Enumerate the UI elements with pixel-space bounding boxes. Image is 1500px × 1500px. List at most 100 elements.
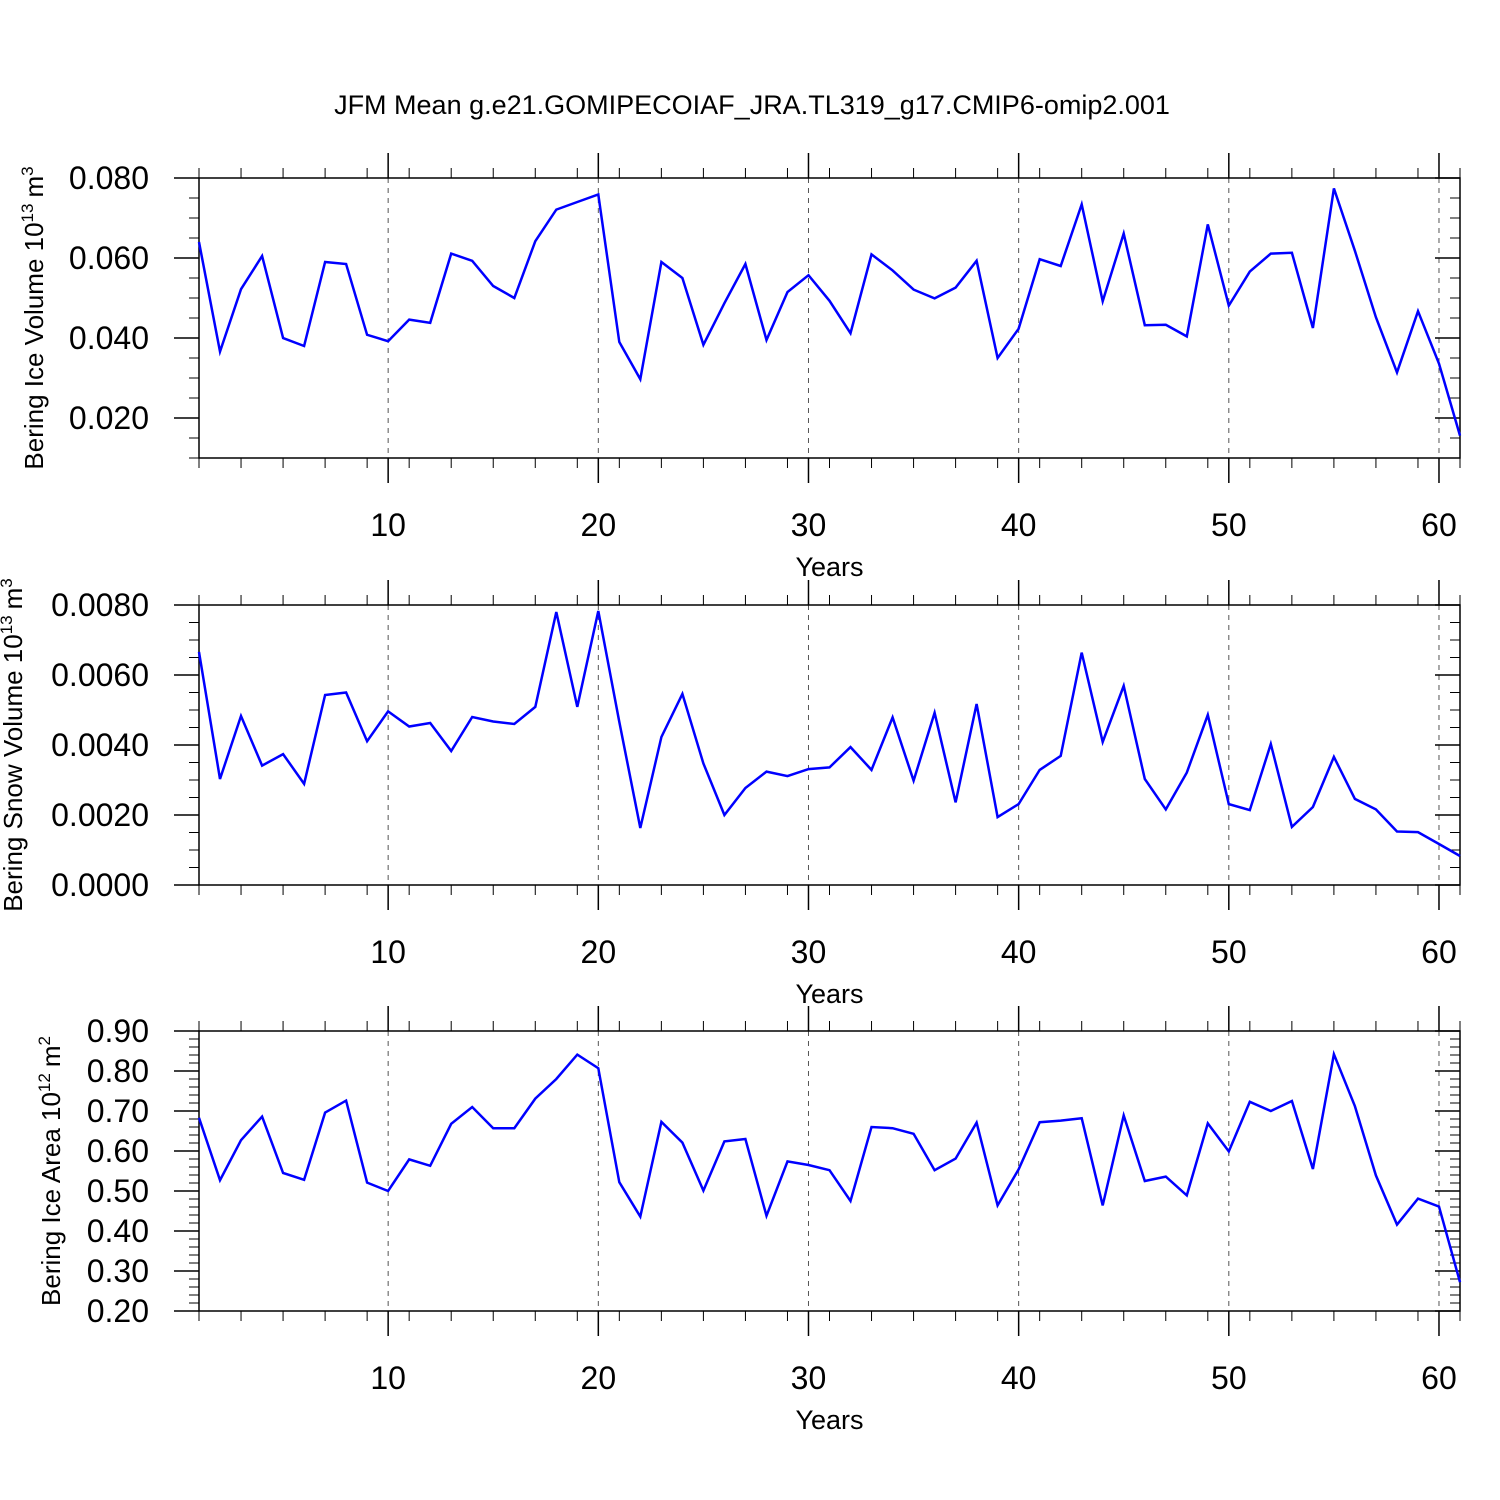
data-point	[639, 1216, 641, 1218]
data-point	[955, 287, 957, 289]
data-point	[1144, 324, 1146, 326]
data-point	[198, 651, 200, 653]
y-axis-label-text: Bering Ice Volume 10	[19, 222, 49, 469]
data-point	[1060, 265, 1062, 267]
data-point	[660, 261, 662, 263]
data-point	[282, 1172, 284, 1174]
data-point	[1039, 769, 1041, 771]
y-tick-label: 0.0000	[51, 867, 149, 903]
data-point	[723, 814, 725, 816]
x-tick-label: 30	[791, 934, 827, 970]
data-point	[408, 319, 410, 321]
data-point	[786, 775, 788, 777]
data-point	[1396, 1224, 1398, 1226]
data-point	[324, 1112, 326, 1114]
data-point	[1228, 305, 1230, 307]
data-point	[555, 1078, 557, 1080]
data-point	[303, 1179, 305, 1181]
data-point	[744, 263, 746, 265]
data-point	[261, 255, 263, 257]
data-point	[639, 827, 641, 829]
data-point	[765, 339, 767, 341]
data-point	[240, 715, 242, 717]
data-point	[1417, 831, 1419, 833]
x-tick-label: 40	[1001, 507, 1037, 543]
data-point	[807, 768, 809, 770]
data-point	[1270, 1110, 1272, 1112]
y-tick-label: 0.20	[87, 1293, 149, 1329]
series-line	[197, 1049, 1462, 1283]
panel-3: 10 20 30 40 50 60 0.20 0.30 0.40 0.50 0.60 0.70 0.80…	[35, 1006, 1462, 1435]
data-point	[1018, 803, 1020, 805]
y-tick-label: 0.040	[69, 320, 149, 356]
data-point	[219, 1179, 221, 1181]
data-point	[261, 765, 263, 767]
data-point	[618, 341, 620, 343]
data-point	[1102, 300, 1104, 302]
x-tick-label: 60	[1421, 934, 1457, 970]
data-point	[471, 260, 473, 262]
data-point	[807, 274, 809, 276]
data-point	[1039, 1121, 1041, 1123]
data-point	[1081, 652, 1083, 654]
data-point	[639, 378, 641, 380]
data-point	[366, 334, 368, 336]
data-point	[829, 766, 831, 768]
data-point	[240, 1139, 242, 1141]
data-point	[1018, 1168, 1020, 1170]
y-tick-label: 0.0020	[51, 797, 149, 833]
data-point	[534, 706, 536, 708]
data-point	[1417, 310, 1419, 312]
data-point	[934, 297, 936, 299]
panel-1: 10 20 30 40 50 60 0.020 0.040 0.060 0.080 Years Ber…	[18, 153, 1462, 582]
data-point	[1417, 1198, 1419, 1200]
data-point	[1375, 1174, 1377, 1176]
figure-title: JFM Mean g.e21.GOMIPECOIAF_JRA.TL319_g17…	[334, 90, 1170, 120]
data-point	[1354, 1105, 1356, 1107]
data-point	[387, 710, 389, 712]
data-point	[345, 1100, 347, 1102]
data-point	[681, 1142, 683, 1144]
y-tick-label: 0.30	[87, 1253, 149, 1289]
data-point	[324, 694, 326, 696]
data-point	[324, 261, 326, 263]
data-point	[786, 291, 788, 293]
data-point	[892, 716, 894, 718]
y-tick-label: 0.80	[87, 1053, 149, 1089]
y-tick-label: 0.080	[69, 160, 149, 196]
data-point	[786, 1160, 788, 1162]
y-axis-label-exponent: 12	[35, 1073, 54, 1092]
y-axis-label-unit: m	[36, 1045, 66, 1067]
data-point	[1291, 826, 1293, 828]
data-point	[660, 736, 662, 738]
data-point	[219, 351, 221, 353]
data-point	[576, 1054, 578, 1056]
data-point	[829, 300, 831, 302]
data-point	[1165, 1176, 1167, 1178]
data-point	[1375, 316, 1377, 318]
data-point	[1060, 1120, 1062, 1122]
data-point	[1270, 253, 1272, 255]
data-point	[1249, 271, 1251, 273]
data-point	[871, 769, 873, 771]
data-point	[744, 787, 746, 789]
y-tick-label: 0.060	[69, 240, 149, 276]
data-point	[576, 706, 578, 708]
data-point	[1102, 1204, 1104, 1206]
x-tick-label: 10	[370, 934, 406, 970]
x-tick-label: 60	[1421, 1360, 1457, 1396]
data-point	[913, 289, 915, 291]
data-point	[1102, 741, 1104, 743]
x-tick-label: 30	[791, 507, 827, 543]
data-point	[1081, 203, 1083, 205]
data-point	[1018, 328, 1020, 330]
data-point	[997, 816, 999, 818]
data-point	[1039, 258, 1041, 260]
data-point	[850, 746, 852, 748]
data-point	[1312, 1168, 1314, 1170]
data-point	[723, 302, 725, 304]
data-point	[450, 1123, 452, 1125]
data-point	[513, 1127, 515, 1129]
x-tick-label: 30	[791, 1360, 827, 1396]
data-point	[1123, 233, 1125, 235]
